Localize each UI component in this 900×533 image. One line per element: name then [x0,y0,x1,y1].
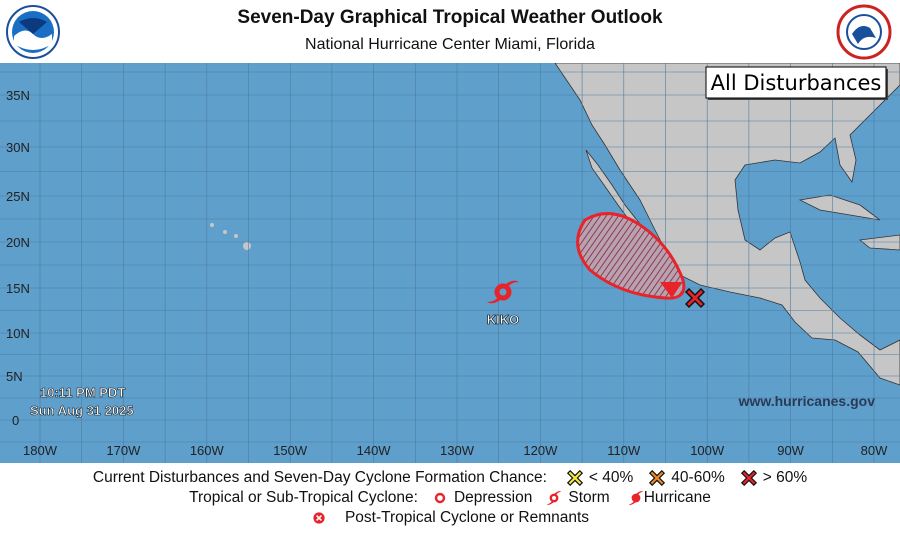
disturbance-area [576,212,686,300]
lon-label: 140W [357,443,392,458]
header: Seven-Day Graphical Tropical Weather Out… [0,0,900,63]
outlook-map: 35N 30N 25N 20N 15N 10N 5N 0 180W 170W 160W 150W 14… [0,63,900,463]
website-label[interactable]: www.hurricanes.gov [738,393,876,409]
storm-icon [547,491,562,505]
lat-label: 15N [6,281,30,296]
lon-label: 100W [690,443,725,458]
lon-label: 150W [273,443,308,458]
legend-cyclone-label: Tropical or Sub-Tropical Cyclone: [189,489,418,506]
lat-label: 30N [6,140,30,155]
lat-label: 10N [6,326,30,341]
storm-label-kiko: KIKO [487,312,520,327]
svg-text:All Disturbances: All Disturbances [711,71,882,95]
noaa-logo [6,5,60,59]
page-subtitle: National Hurricane Center Miami, Florida [305,36,595,53]
lat-label: 20N [6,235,30,250]
grid [0,63,900,463]
lon-label: 110W [607,443,641,458]
depression-icon [434,492,446,504]
legend-storm: Storm [568,489,610,506]
lon-label: 130W [440,443,475,458]
hurricane-icon [628,491,643,505]
mode-label-box: All Disturbances [705,66,888,100]
lat-label: 25N [6,189,30,204]
lon-label: 170W [106,443,141,458]
legend-low: < 40% [588,469,634,486]
x-high-icon [740,470,757,486]
legend-medium: 40-60% [671,469,725,486]
nws-logo [836,4,892,60]
legend-depression: Depression [453,489,533,506]
lat-label: 5N [6,369,23,384]
page-title: Seven-Day Graphical Tropical Weather Out… [237,7,663,28]
lon-label: 80W [861,443,888,458]
legend-high: > 60% [762,469,808,486]
motion-arrow-icon [660,282,682,298]
legend-disturbance-label: Current Disturbances and Seven-Day Cyclo… [92,469,547,486]
legend-hurricane: Hurricane [643,489,711,506]
lon-label: 120W [523,443,558,458]
lat-label: 35N [6,88,30,103]
hurricane-kiko-icon[interactable] [487,280,519,304]
disturbance-high-chance-x-icon[interactable] [684,287,706,309]
issue-date: Sun Aug 31 2025 [30,403,134,418]
lon-label: 160W [190,443,225,458]
post-tropical-icon [313,512,325,524]
lon-label: 180W [23,443,58,458]
x-low-icon [566,470,583,486]
x-medium-icon [649,470,666,486]
lon-label: 90W [777,443,804,458]
issue-time: 10:11 PM PDT [40,385,125,400]
lat-label: 0 [12,413,19,428]
legend-post-tropical: Post-Tropical Cyclone or Remnants [344,509,590,526]
